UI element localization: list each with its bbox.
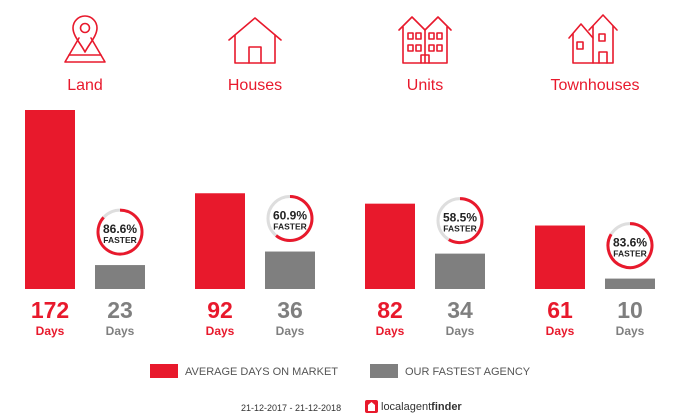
bar-fastest-land bbox=[95, 265, 145, 289]
value-fastest-units: 34 bbox=[447, 297, 473, 323]
legend: AVERAGE DAYS ON MARKET OUR FASTEST AGENC… bbox=[150, 364, 531, 378]
townhouses-icon bbox=[568, 14, 618, 64]
value-labels: 172Days23Days92Days36Days82Days34Days61D… bbox=[31, 297, 645, 338]
days-unit-fastest-houses: Days bbox=[276, 324, 305, 338]
days-unit-fastest-land: Days bbox=[106, 324, 135, 338]
brand-name: localagentfinder bbox=[381, 401, 462, 413]
bar-average-houses bbox=[195, 193, 245, 289]
days-unit-fastest-units: Days bbox=[446, 324, 475, 338]
category-label-units: Units bbox=[407, 77, 443, 94]
category-labels: Land Houses Units Townhouses bbox=[67, 77, 639, 94]
badge-ring-progress bbox=[275, 195, 314, 243]
map-pin-icon bbox=[64, 15, 106, 63]
bar-fastest-houses bbox=[265, 251, 315, 289]
footer: 21-12-2017 - 21-12-2018 localagentfinder bbox=[241, 400, 462, 413]
faster-label-units: FASTER bbox=[443, 224, 477, 234]
bar-average-units bbox=[365, 203, 415, 289]
category-label-land: Land bbox=[67, 77, 103, 94]
value-average-townhouses: 61 bbox=[547, 297, 573, 323]
date-range: 21-12-2017 - 21-12-2018 bbox=[241, 403, 341, 413]
faster-label-land: FASTER bbox=[103, 235, 137, 245]
bar-fastest-townhouses bbox=[605, 278, 655, 289]
days-unit-average-land: Days bbox=[36, 324, 65, 338]
faster-badge-units: 58.5%FASTER bbox=[436, 197, 484, 245]
legend-label-fastest: OUR FASTEST AGENCY bbox=[405, 366, 531, 378]
value-fastest-houses: 36 bbox=[277, 297, 303, 323]
bar-fastest-units bbox=[435, 253, 485, 289]
units-icon bbox=[398, 16, 452, 64]
category-label-houses: Houses bbox=[228, 77, 282, 94]
category-icons bbox=[64, 14, 618, 64]
value-fastest-land: 23 bbox=[107, 297, 133, 323]
faster-percent-land: 86.6% bbox=[103, 222, 137, 236]
legend-swatch-average bbox=[150, 364, 178, 378]
faster-label-townhouses: FASTER bbox=[613, 249, 647, 259]
house-icon bbox=[228, 17, 282, 64]
value-fastest-townhouses: 10 bbox=[617, 297, 643, 323]
faster-badge-houses: 60.9%FASTER bbox=[266, 195, 314, 243]
bars bbox=[25, 110, 655, 289]
category-label-townhouses: Townhouses bbox=[551, 77, 640, 94]
value-average-land: 172 bbox=[31, 297, 69, 323]
faster-percent-townhouses: 83.6% bbox=[613, 236, 647, 250]
bar-average-land bbox=[25, 110, 75, 289]
legend-swatch-fastest bbox=[370, 364, 398, 378]
days-unit-average-townhouses: Days bbox=[546, 324, 575, 338]
bar-average-townhouses bbox=[535, 225, 585, 289]
days-unit-average-units: Days bbox=[376, 324, 405, 338]
value-average-units: 82 bbox=[377, 297, 403, 323]
brand-name-regular: localagent bbox=[381, 401, 431, 413]
brand-logo-icon bbox=[365, 400, 378, 413]
days-unit-average-houses: Days bbox=[206, 324, 235, 338]
faster-percent-units: 58.5% bbox=[443, 211, 477, 225]
days-unit-fastest-townhouses: Days bbox=[616, 324, 645, 338]
value-average-houses: 92 bbox=[207, 297, 233, 323]
brand-name-bold: finder bbox=[431, 401, 462, 413]
faster-percent-houses: 60.9% bbox=[273, 209, 307, 223]
faster-label-houses: FASTER bbox=[273, 222, 307, 232]
faster-badges: 86.6%FASTER60.9%FASTER58.5%FASTER83.6%FA… bbox=[96, 195, 654, 270]
badge-ring-progress bbox=[96, 208, 144, 256]
faster-badge-land: 86.6%FASTER bbox=[96, 208, 144, 256]
legend-label-average: AVERAGE DAYS ON MARKET bbox=[185, 366, 338, 378]
faster-badge-townhouses: 83.6%FASTER bbox=[606, 222, 654, 270]
badge-ring-progress bbox=[448, 197, 484, 245]
badge-ring-progress bbox=[606, 222, 654, 270]
